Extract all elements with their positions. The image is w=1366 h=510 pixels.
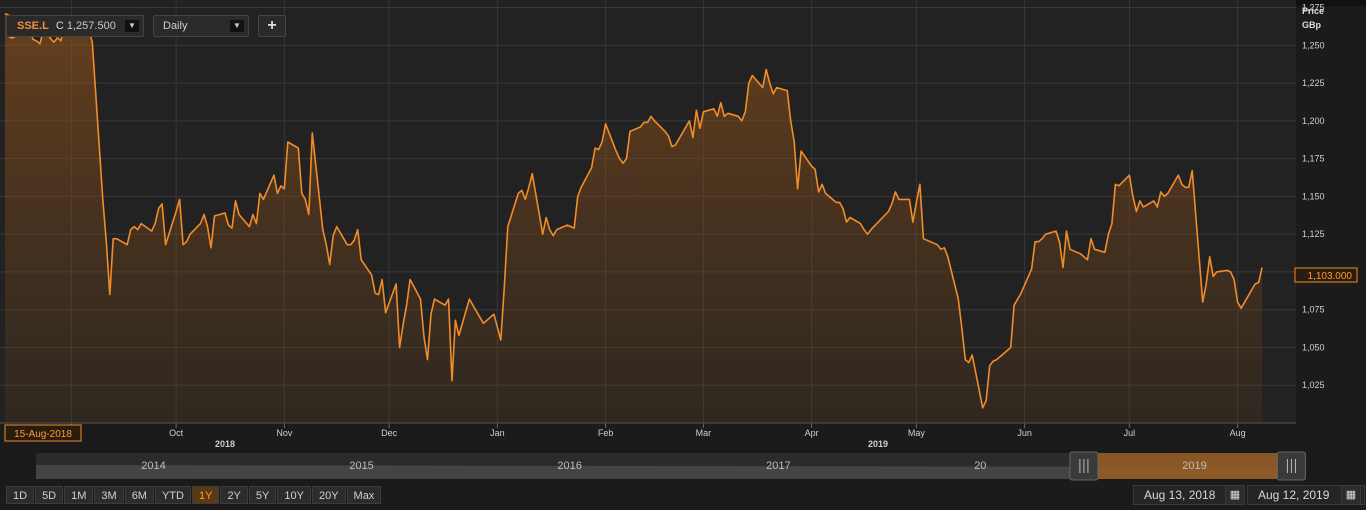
x-tick-label: Apr bbox=[805, 428, 819, 438]
price-value: 1,257.500 bbox=[66, 20, 116, 32]
x-tick-label: Jan bbox=[490, 428, 505, 438]
calendar-icon[interactable]: ▦ bbox=[1341, 485, 1361, 505]
x-tick-label: May bbox=[908, 428, 926, 438]
x-tick-label: Dec bbox=[381, 428, 398, 438]
x-axis: SepOctNovDecJanFebMarAprMayJunJulAug2018… bbox=[0, 422, 1296, 449]
navigator-year-label: 2015 bbox=[349, 460, 373, 472]
start-date-field[interactable]: Aug 13, 2018 bbox=[1133, 485, 1245, 505]
symbol-label: SSE.L bbox=[17, 20, 49, 32]
range-button-2y[interactable]: 2Y bbox=[220, 486, 248, 504]
date-marker-label: 15-Aug-2018 bbox=[14, 429, 72, 440]
y-tick-label: 1,250 bbox=[1302, 40, 1325, 50]
period-dropdown[interactable]: Daily ▼ bbox=[153, 15, 249, 37]
range-buttons: 1D 5D 1M 3M 6M YTD 1Y 2Y 5Y 10Y 20Y Max bbox=[6, 486, 382, 504]
price-area bbox=[5, 13, 1263, 423]
range-button-5d[interactable]: 5D bbox=[35, 486, 64, 504]
range-button-5y[interactable]: 5Y bbox=[248, 486, 277, 504]
range-button-max[interactable]: Max bbox=[346, 486, 382, 504]
y-tick-label: 1,050 bbox=[1302, 342, 1325, 352]
x-tick-label: Jul bbox=[1124, 428, 1136, 438]
year-label: 2019 bbox=[868, 439, 888, 449]
y-tick-label: 1,150 bbox=[1302, 191, 1325, 201]
y-tick-label: 1,200 bbox=[1302, 116, 1325, 126]
x-tick-label: Aug bbox=[1230, 428, 1246, 438]
range-button-1m[interactable]: 1M bbox=[64, 486, 94, 504]
year-label: 2018 bbox=[215, 439, 235, 449]
navigator-selection bbox=[1083, 453, 1292, 479]
navigator-year-label: 2016 bbox=[557, 460, 581, 472]
navigator-year-label: 2014 bbox=[141, 460, 165, 472]
grip-icon[interactable] bbox=[1069, 451, 1099, 481]
last-value-tag: 1,103.000 bbox=[1294, 267, 1358, 283]
calendar-icon[interactable]: ▦ bbox=[1225, 485, 1245, 505]
range-button-3m[interactable]: 3M bbox=[94, 486, 124, 504]
price-prefix: C bbox=[55, 20, 64, 32]
end-date-value: Aug 12, 2019 bbox=[1258, 488, 1330, 502]
x-tick-label: Feb bbox=[598, 428, 614, 438]
chevron-down-icon[interactable]: ▼ bbox=[230, 20, 244, 32]
chevron-down-icon[interactable]: ▼ bbox=[125, 20, 139, 32]
x-tick-label: Oct bbox=[169, 428, 184, 438]
start-date-value: Aug 13, 2018 bbox=[1144, 488, 1216, 502]
range-button-ytd[interactable]: YTD bbox=[154, 486, 191, 504]
y-tick-label: 1,025 bbox=[1302, 380, 1325, 390]
navigator-year-label: 20 bbox=[974, 460, 986, 472]
period-label: Daily bbox=[163, 20, 188, 32]
x-tick-label: Mar bbox=[696, 428, 712, 438]
navigator-year-label: 2017 bbox=[766, 460, 790, 472]
x-tick-label: Jun bbox=[1017, 428, 1032, 438]
last-value-label: 1,103.000 bbox=[1308, 271, 1353, 282]
y-tick-label: 1,275 bbox=[1302, 3, 1325, 13]
y-tick-label: 1,225 bbox=[1302, 78, 1325, 88]
range-button-10y[interactable]: 10Y bbox=[277, 486, 311, 504]
range-button-1d[interactable]: 1D bbox=[6, 486, 35, 504]
add-button[interactable]: + bbox=[258, 15, 286, 37]
navigator-year-label: 2019 bbox=[1182, 460, 1206, 472]
range-button-20y[interactable]: 20Y bbox=[311, 486, 346, 504]
axis-title-price: Price bbox=[1302, 6, 1324, 16]
grip-icon[interactable] bbox=[1276, 451, 1306, 481]
range-button-1y[interactable]: 1Y bbox=[191, 486, 220, 504]
symbol-selector[interactable]: SSE.L C 1,257.500 ▼ bbox=[6, 15, 144, 37]
y-tick-label: 1,175 bbox=[1302, 154, 1325, 164]
navigator[interactable]: 2014 2015 2016 2017 20 2019 bbox=[0, 450, 1366, 482]
navigator-mini-area bbox=[36, 465, 1296, 479]
range-button-6m[interactable]: 6M bbox=[124, 486, 154, 504]
date-marker: 15-Aug-2018 bbox=[4, 424, 82, 442]
y-tick-label: 1,075 bbox=[1302, 305, 1325, 315]
price-line bbox=[4, 12, 1263, 409]
x-tick-label: Nov bbox=[276, 428, 293, 438]
y-axis: 1,0251,0501,0751,1001,1251,1501,1751,200… bbox=[1302, 3, 1325, 391]
y-tick-label: 1,125 bbox=[1302, 229, 1325, 239]
end-date-field[interactable]: Aug 12, 2019 bbox=[1247, 485, 1365, 505]
axis-title-unit: GBp bbox=[1302, 20, 1322, 30]
